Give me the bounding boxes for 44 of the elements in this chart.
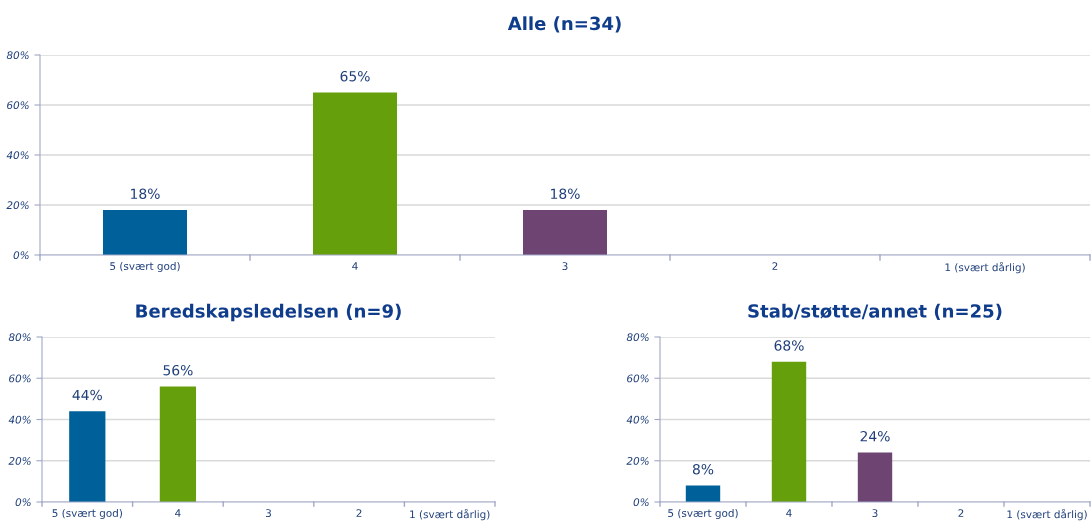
y-tick-label: 60%	[7, 101, 29, 110]
x-tick-label: 1 (svært dårlig)	[945, 261, 1025, 274]
data-label: 44%	[72, 389, 102, 401]
y-tick-label: 0%	[13, 251, 29, 260]
data-label: 56%	[163, 364, 193, 376]
y-tick-label: 0%	[633, 498, 649, 507]
x-tick-label: 2	[958, 509, 964, 517]
bar	[685, 485, 721, 502]
y-tick-label: 40%	[626, 415, 649, 424]
data-label: 18%	[551, 188, 580, 199]
x-tick-label: 4	[175, 509, 181, 517]
data-label: 65%	[340, 70, 370, 82]
y-tick-label: 0%	[15, 498, 31, 507]
x-tick-label: 5 (svært god)	[668, 508, 738, 520]
x-tick-label: 2	[772, 262, 778, 270]
y-tick-label: 60%	[9, 374, 31, 383]
x-tick-label: 5 (svært god)	[110, 261, 180, 273]
y-tick-label: 20%	[8, 456, 31, 465]
x-tick-label: 4	[786, 509, 792, 517]
chart-title: Alle (n=34)	[507, 16, 621, 33]
data-label: 68%	[774, 340, 804, 351]
data-label: 24%	[860, 430, 890, 442]
x-tick-label: 4	[352, 262, 358, 270]
x-tick-label: 5 (svært god)	[52, 508, 122, 520]
data-label: 8%	[692, 463, 714, 475]
chart-title: Stab/støtte/annet (n=25)	[748, 303, 1002, 320]
y-tick-label: 80%	[626, 333, 649, 342]
y-tick-label: 40%	[8, 415, 31, 424]
bar	[771, 361, 807, 502]
y-tick-label: 20%	[6, 201, 29, 210]
y-tick-label: 80%	[6, 51, 29, 60]
x-tick-label: 3	[872, 509, 878, 518]
bar	[857, 452, 893, 502]
data-label: 18%	[131, 188, 160, 199]
x-tick-label: 2	[356, 509, 362, 517]
chart-title: Beredskapsledelsen (n=9)	[136, 303, 401, 322]
x-tick-label: 1 (svært dårlig)	[1007, 508, 1087, 521]
y-tick-label: 20%	[626, 456, 649, 465]
y-tick-label: 60%	[627, 374, 649, 383]
x-tick-label: 3	[562, 262, 568, 271]
x-tick-label: 3	[265, 509, 271, 518]
y-tick-label: 40%	[6, 151, 29, 160]
y-tick-label: 80%	[8, 333, 31, 342]
x-tick-label: 1 (svært dårlig)	[410, 508, 490, 521]
